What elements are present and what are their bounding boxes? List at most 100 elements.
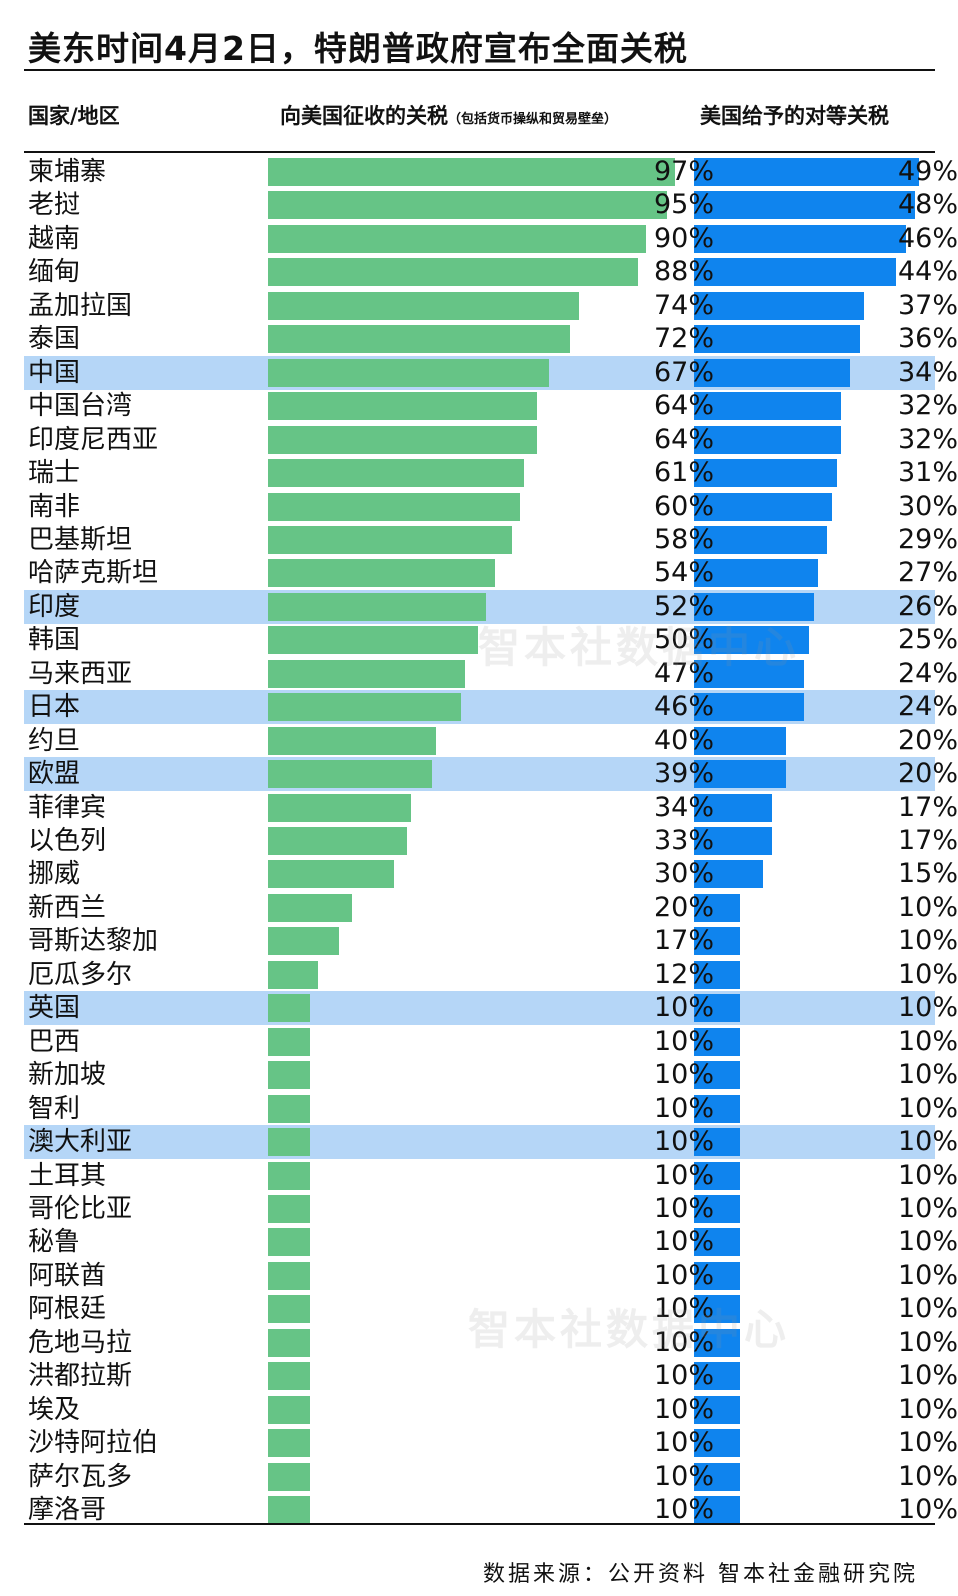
table-row: 埃及 10% 10% <box>24 1393 958 1427</box>
table-row: 越南 90% 46% <box>24 222 958 256</box>
reciprocal-tariff-label: 15% <box>897 858 958 890</box>
charged-tariff-bar <box>268 1128 310 1157</box>
table-row: 韩国 50% 25% <box>24 623 958 657</box>
reciprocal-tariff-label: 34% <box>897 356 958 388</box>
reciprocal-tariff-bar <box>694 893 740 922</box>
reciprocal-tariff-label: 44% <box>897 256 958 288</box>
table-row: 约旦 40% 20% <box>24 724 958 758</box>
country-label: 厄瓜多尔 <box>28 959 133 990</box>
table-row: 菲律宾 34% 17% <box>24 791 958 825</box>
reciprocal-tariff-bar <box>694 793 773 822</box>
charged-tariff-label: 34% <box>653 791 714 823</box>
charged-tariff-label: 10% <box>653 992 714 1024</box>
reciprocal-tariff-bar <box>694 291 865 320</box>
reciprocal-tariff-bar <box>694 1194 740 1223</box>
table-row: 中国 67% 34% <box>24 355 958 390</box>
reciprocal-tariff-label: 10% <box>897 1126 958 1158</box>
reciprocal-tariff-bar <box>694 559 819 588</box>
charged-tariff-bar <box>268 960 319 989</box>
charged-tariff-bar <box>268 425 537 454</box>
country-label: 英国 <box>28 993 81 1024</box>
watermark-lower: 智本社数据中心 <box>468 1305 791 1354</box>
country-label: 危地马拉 <box>28 1327 133 1358</box>
charged-tariff-label: 67% <box>653 356 714 388</box>
charged-tariff-label: 54% <box>653 557 714 589</box>
table-row: 泰国 72% 36% <box>24 322 958 356</box>
table-row: 澳大利亚 10% 10% <box>24 1125 958 1160</box>
charged-tariff-label: 10% <box>653 1393 714 1425</box>
reciprocal-tariff-label: 25% <box>897 624 958 656</box>
reciprocal-tariff-bar <box>694 258 897 287</box>
reciprocal-tariff-label: 37% <box>897 289 958 321</box>
reciprocal-tariff-bar <box>694 1061 740 1090</box>
charged-tariff-bar <box>268 358 550 387</box>
reciprocal-tariff-label: 10% <box>897 925 958 957</box>
reciprocal-tariff-label: 10% <box>897 891 958 923</box>
charged-tariff-label: 97% <box>653 156 714 187</box>
bottom-rule <box>24 1523 935 1525</box>
reciprocal-tariff-bar <box>694 1496 740 1524</box>
country-label: 韩国 <box>28 625 81 656</box>
reciprocal-tariff-label: 10% <box>897 1326 958 1358</box>
reciprocal-tariff-bar <box>694 191 915 220</box>
country-label: 泰国 <box>28 324 81 355</box>
reciprocal-tariff-bar <box>694 492 832 521</box>
charged-tariff-bar <box>268 492 520 521</box>
country-label: 瑞士 <box>28 458 81 489</box>
charged-tariff-label: 60% <box>653 490 714 522</box>
header-charged-note: （包括货币操纵和贸易壁垒） <box>448 112 618 127</box>
table-row: 孟加拉国 74% 37% <box>24 289 958 323</box>
charged-tariff-label: 10% <box>653 1025 714 1057</box>
charged-tariff-bar <box>268 191 667 220</box>
charged-tariff-bar <box>268 1395 310 1424</box>
table-row: 沙特阿拉伯 10% 10% <box>24 1426 958 1460</box>
country-label: 萨尔瓦多 <box>28 1461 133 1492</box>
charged-tariff-bar <box>268 224 646 253</box>
reciprocal-tariff-bar <box>694 927 740 956</box>
reciprocal-tariff-label: 10% <box>897 992 958 1024</box>
reciprocal-tariff-label: 17% <box>897 791 958 823</box>
charged-tariff-label: 10% <box>653 1059 714 1091</box>
charged-tariff-label: 20% <box>653 891 714 923</box>
reciprocal-tariff-bar <box>694 425 842 454</box>
reciprocal-tariff-label: 26% <box>897 590 958 622</box>
charged-tariff-bar <box>268 726 436 755</box>
reciprocal-tariff-bar <box>694 994 740 1023</box>
table-row: 阿根廷 10% 10% <box>24 1292 958 1326</box>
country-label: 哥伦比亚 <box>28 1193 133 1224</box>
charged-tariff-bar <box>268 1228 310 1257</box>
charged-tariff-label: 95% <box>653 189 714 221</box>
reciprocal-tariff-label: 10% <box>897 1427 958 1459</box>
charged-tariff-bar <box>268 659 466 688</box>
charged-tariff-label: 39% <box>653 758 714 790</box>
table-row: 萨尔瓦多 10% 10% <box>24 1460 958 1494</box>
charged-tariff-label: 90% <box>653 222 714 254</box>
charged-tariff-label: 58% <box>653 523 714 555</box>
charged-tariff-bar <box>268 1362 310 1391</box>
charged-tariff-label: 10% <box>653 1226 714 1258</box>
table-row: 缅甸 88% 44% <box>24 255 958 289</box>
charged-tariff-bar <box>268 258 638 287</box>
country-label: 沙特阿拉伯 <box>28 1428 159 1459</box>
reciprocal-tariff-label: 17% <box>897 825 958 856</box>
charged-tariff-label: 10% <box>653 1360 714 1392</box>
charged-tariff-label: 10% <box>653 1126 714 1158</box>
reciprocal-tariff-label: 10% <box>897 958 958 990</box>
reciprocal-tariff-label: 10% <box>897 1192 958 1224</box>
table-row: 印度尼西亚 64% 32% <box>24 423 958 457</box>
charged-tariff-label: 10% <box>653 1259 714 1291</box>
table-row: 土耳其 10% 10% <box>24 1159 958 1193</box>
reciprocal-tariff-label: 24% <box>897 657 958 689</box>
reciprocal-tariff-bar <box>694 1261 740 1290</box>
country-label: 巴基斯坦 <box>28 524 133 555</box>
reciprocal-tariff-bar <box>694 960 740 989</box>
watermark-upper: 智本社数据中心 <box>478 623 801 672</box>
table-row: 新加坡 10% 10% <box>24 1058 958 1092</box>
country-label: 新西兰 <box>28 892 107 923</box>
table-row: 阿联酋 10% 10% <box>24 1259 958 1293</box>
reciprocal-tariff-label: 36% <box>897 323 958 355</box>
reciprocal-tariff-label: 20% <box>897 724 958 756</box>
charged-tariff-label: 10% <box>653 1427 714 1459</box>
reciprocal-tariff-label: 10% <box>897 1293 958 1325</box>
reciprocal-tariff-label: 24% <box>897 691 958 723</box>
